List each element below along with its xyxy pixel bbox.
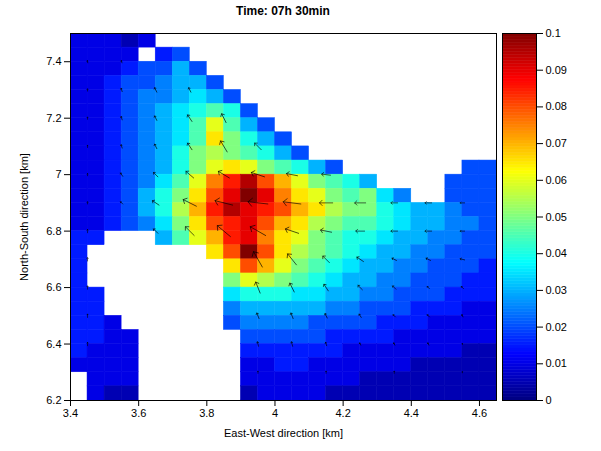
svg-text:6.2: 6.2	[46, 394, 61, 406]
svg-text:0.05: 0.05	[546, 211, 567, 223]
svg-text:6.4: 6.4	[46, 338, 61, 350]
svg-text:North-South direction [km]: North-South direction [km]	[18, 153, 30, 281]
svg-text:0.06: 0.06	[546, 174, 567, 186]
svg-text:0.04: 0.04	[546, 247, 567, 259]
svg-text:4.6: 4.6	[472, 407, 487, 419]
svg-text:3.6: 3.6	[131, 407, 146, 419]
svg-text:0.01: 0.01	[546, 357, 567, 369]
svg-text:4.4: 4.4	[404, 407, 419, 419]
svg-text:4.2: 4.2	[335, 407, 350, 419]
html-text:Time: 07h 30min: Time: 07h 30min	[236, 4, 330, 18]
svg-text:0: 0	[546, 394, 552, 406]
svg-text:3.8: 3.8	[199, 407, 214, 419]
svg-text:6.8: 6.8	[46, 225, 61, 237]
svg-text:3.4: 3.4	[63, 407, 78, 419]
svg-text:0.09: 0.09	[546, 64, 567, 76]
svg-text:0.03: 0.03	[546, 284, 567, 296]
svg-text:6.6: 6.6	[46, 281, 61, 293]
svg-text:7.4: 7.4	[46, 55, 61, 67]
svg-text:0.1: 0.1	[546, 27, 561, 39]
svg-text:0.02: 0.02	[546, 321, 567, 333]
svg-text:East-West direction [km]: East-West direction [km]	[224, 427, 343, 439]
svg-text:0.08: 0.08	[546, 100, 567, 112]
svg-text:4: 4	[272, 407, 278, 419]
svg-text:0.07: 0.07	[546, 137, 567, 149]
svg-text:7.2: 7.2	[46, 112, 61, 124]
svg-text:7: 7	[55, 168, 61, 180]
